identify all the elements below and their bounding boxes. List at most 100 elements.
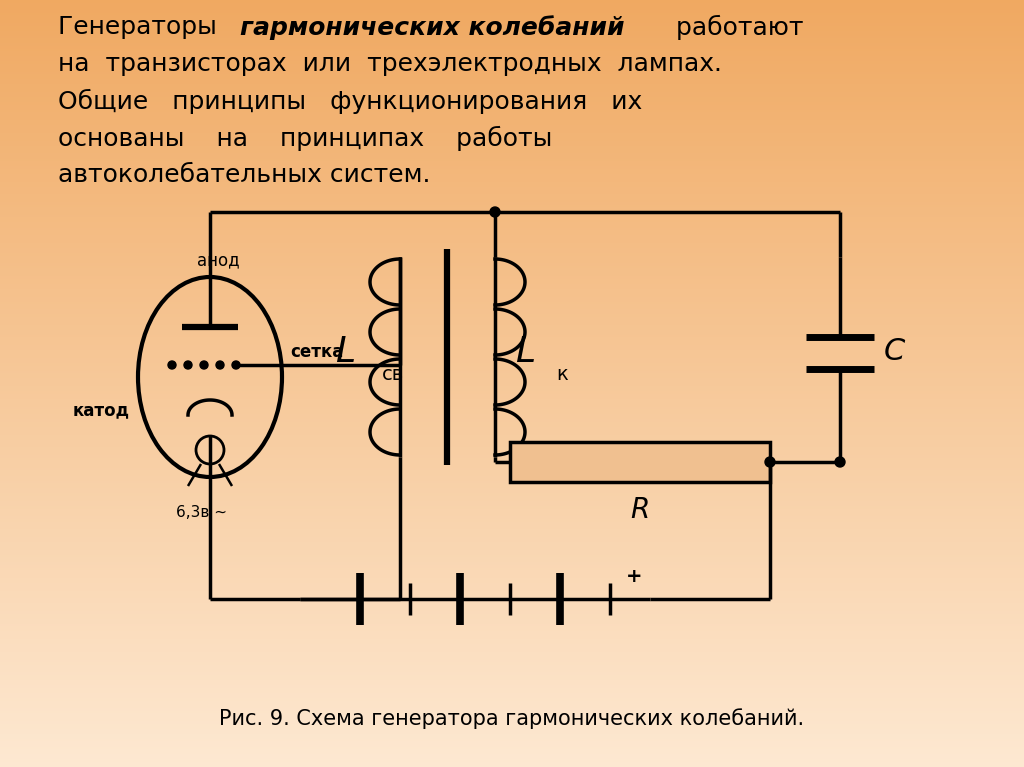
Bar bbox=[0, 202, 1024, 205]
Bar bbox=[0, 713, 1024, 716]
Bar bbox=[0, 493, 1024, 496]
Bar bbox=[0, 366, 1024, 368]
Bar bbox=[0, 673, 1024, 675]
Bar bbox=[0, 721, 1024, 723]
Bar bbox=[0, 197, 1024, 199]
Bar bbox=[0, 332, 1024, 335]
Bar bbox=[0, 581, 1024, 583]
Bar bbox=[0, 550, 1024, 552]
Bar bbox=[0, 573, 1024, 575]
Text: +: + bbox=[626, 568, 642, 587]
Bar bbox=[0, 639, 1024, 642]
Bar bbox=[0, 570, 1024, 573]
Bar bbox=[0, 87, 1024, 90]
Text: анод: анод bbox=[197, 251, 240, 269]
Text: R: R bbox=[631, 496, 649, 524]
Bar bbox=[0, 522, 1024, 524]
Text: L: L bbox=[515, 335, 536, 369]
Bar bbox=[0, 432, 1024, 435]
Circle shape bbox=[200, 361, 208, 369]
Bar bbox=[0, 253, 1024, 255]
Bar bbox=[0, 205, 1024, 207]
Bar bbox=[0, 754, 1024, 757]
Bar bbox=[0, 677, 1024, 680]
Bar bbox=[0, 140, 1024, 143]
Bar bbox=[0, 340, 1024, 343]
Bar bbox=[0, 299, 1024, 301]
Bar bbox=[0, 36, 1024, 38]
Bar bbox=[0, 25, 1024, 28]
Bar bbox=[0, 0, 1024, 2]
Bar bbox=[0, 726, 1024, 729]
Bar bbox=[0, 545, 1024, 547]
Bar bbox=[0, 422, 1024, 424]
Bar bbox=[0, 560, 1024, 562]
Bar bbox=[0, 483, 1024, 486]
Circle shape bbox=[184, 361, 193, 369]
Bar bbox=[0, 209, 1024, 212]
Bar bbox=[0, 186, 1024, 189]
Bar bbox=[0, 762, 1024, 765]
Bar bbox=[0, 59, 1024, 61]
Bar bbox=[0, 746, 1024, 749]
Bar bbox=[0, 731, 1024, 734]
Bar bbox=[0, 535, 1024, 537]
Bar bbox=[0, 742, 1024, 744]
Bar bbox=[0, 38, 1024, 41]
Bar bbox=[0, 309, 1024, 312]
Bar bbox=[0, 466, 1024, 468]
Circle shape bbox=[835, 457, 845, 467]
Bar bbox=[0, 161, 1024, 163]
Bar bbox=[0, 752, 1024, 754]
Bar bbox=[0, 552, 1024, 555]
Bar bbox=[0, 284, 1024, 286]
Bar bbox=[0, 723, 1024, 726]
Bar bbox=[0, 558, 1024, 560]
Bar bbox=[0, 644, 1024, 647]
Bar bbox=[0, 524, 1024, 527]
Bar bbox=[0, 31, 1024, 33]
Bar bbox=[0, 84, 1024, 87]
Bar bbox=[0, 606, 1024, 608]
Bar bbox=[0, 41, 1024, 44]
Bar bbox=[0, 647, 1024, 650]
Bar bbox=[0, 547, 1024, 550]
Bar bbox=[0, 759, 1024, 762]
Bar bbox=[0, 90, 1024, 92]
Bar bbox=[0, 512, 1024, 514]
Bar bbox=[0, 125, 1024, 128]
Bar bbox=[0, 163, 1024, 166]
Circle shape bbox=[168, 361, 176, 369]
Bar bbox=[0, 460, 1024, 463]
Bar bbox=[0, 637, 1024, 639]
Bar bbox=[0, 608, 1024, 611]
Bar bbox=[0, 337, 1024, 340]
Bar bbox=[0, 719, 1024, 721]
Bar bbox=[0, 470, 1024, 473]
Bar bbox=[0, 529, 1024, 532]
Bar bbox=[0, 2, 1024, 5]
Bar bbox=[0, 703, 1024, 706]
Bar bbox=[0, 368, 1024, 370]
Bar bbox=[0, 294, 1024, 297]
Circle shape bbox=[232, 361, 240, 369]
Bar bbox=[0, 509, 1024, 512]
Bar bbox=[0, 430, 1024, 432]
Bar bbox=[0, 445, 1024, 447]
Bar bbox=[0, 5, 1024, 8]
Bar bbox=[0, 184, 1024, 186]
Bar bbox=[0, 115, 1024, 117]
Bar bbox=[0, 64, 1024, 67]
Bar bbox=[0, 107, 1024, 110]
Bar bbox=[0, 74, 1024, 77]
Bar bbox=[0, 133, 1024, 136]
Bar bbox=[0, 360, 1024, 363]
Bar bbox=[0, 404, 1024, 407]
Bar bbox=[0, 182, 1024, 184]
Bar bbox=[0, 215, 1024, 217]
Bar bbox=[0, 708, 1024, 711]
Bar bbox=[0, 8, 1024, 10]
Bar bbox=[0, 61, 1024, 64]
Bar bbox=[0, 23, 1024, 25]
Bar bbox=[0, 51, 1024, 54]
